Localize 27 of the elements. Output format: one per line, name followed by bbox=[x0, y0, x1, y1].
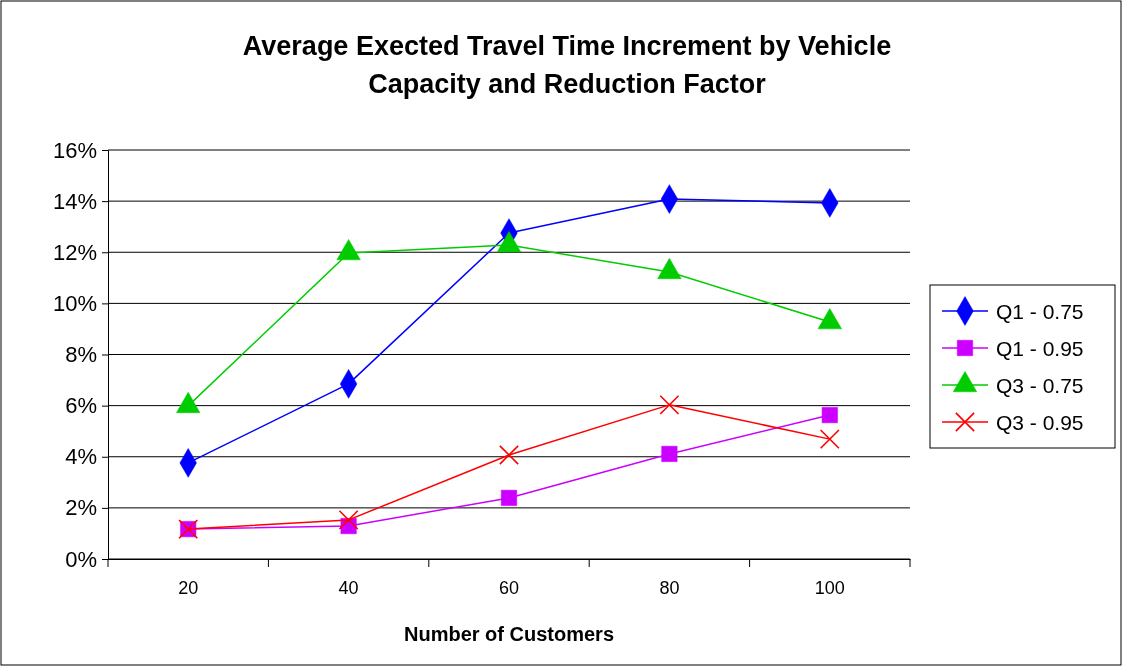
x-tick-label: 100 bbox=[814, 577, 845, 598]
point bbox=[501, 489, 517, 506]
x-tick-label: 40 bbox=[338, 577, 359, 598]
y-tick-label: 4% bbox=[65, 444, 97, 470]
point bbox=[499, 445, 519, 465]
legend-label: Q1 - 0.95 bbox=[996, 337, 1084, 360]
y-tick-label: 8% bbox=[65, 342, 97, 368]
x-tick-label: 20 bbox=[178, 577, 199, 598]
y-tick-label: 14% bbox=[52, 188, 97, 214]
y-tick-label: 12% bbox=[52, 239, 97, 265]
y-tick-label: 2% bbox=[65, 495, 97, 521]
point bbox=[661, 445, 678, 462]
chart-title: Average Exected Travel Time Increment by Vehicle Capacity and Reduction Factor bbox=[242, 31, 892, 99]
y-tick-label: 10% bbox=[52, 290, 97, 316]
point bbox=[338, 509, 359, 530]
x-tick-label: 60 bbox=[498, 577, 520, 598]
x-axis-title: Number of Customers bbox=[403, 623, 615, 645]
point bbox=[819, 429, 840, 450]
legend-label: Q1 - 0.75 bbox=[996, 300, 1084, 323]
y-tick-label: 0% bbox=[65, 546, 97, 572]
y-tick-label: 6% bbox=[65, 393, 97, 419]
point bbox=[821, 407, 838, 424]
y-tick-label: 16% bbox=[52, 137, 97, 163]
legend-label: Q3 - 0.95 bbox=[996, 411, 1084, 434]
legend-label: Q3 - 0.75 bbox=[996, 374, 1084, 397]
point bbox=[659, 394, 680, 415]
x-tick-label: 80 bbox=[659, 577, 680, 598]
